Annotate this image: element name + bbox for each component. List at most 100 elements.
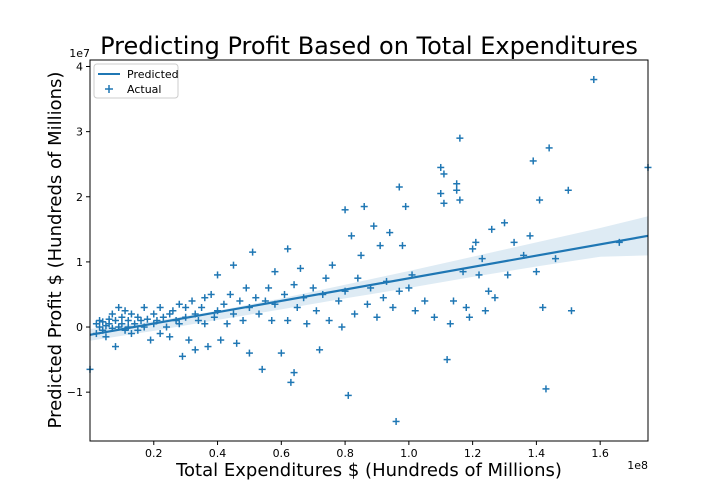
data-point [249,248,257,256]
data-point [127,310,135,318]
data-point [134,326,142,334]
data-point [446,320,454,328]
legend-actual-swatch [105,85,113,93]
x-tick-label: 0.4 [209,447,227,460]
data-point [220,300,228,308]
data-point [96,323,104,331]
data-point [542,385,550,393]
confidence-band [90,216,648,341]
regression-line [89,234,649,336]
x-tick-label: 0.2 [145,447,163,460]
data-point [411,307,419,315]
data-point [277,349,285,357]
data-point [491,294,499,302]
data-point [185,336,193,344]
data-point [328,261,336,269]
data-point [112,343,120,351]
data-point [223,320,231,328]
data-point [316,346,324,354]
data-point [175,320,183,328]
data-point [338,323,346,331]
data-point [159,313,167,321]
data-point [389,303,397,311]
data-point [564,186,572,194]
data-point [335,297,343,305]
data-point [395,183,403,191]
data-point [134,313,142,321]
x-multiplier-label: 1e8 [627,459,648,472]
data-point [590,76,598,84]
data-point [178,352,186,360]
data-point [344,391,352,399]
data-point [143,315,151,323]
data-point [169,307,177,315]
data-point [481,307,489,315]
data-point [485,287,493,295]
data-point [357,251,365,259]
data-point [96,317,104,325]
data-point [376,242,384,250]
data-point [166,333,174,341]
data-point [194,317,202,325]
data-point [402,203,410,211]
data-point [462,303,470,311]
legend: Predicted Actual [93,63,179,99]
data-point [127,330,135,338]
data-point [472,238,480,246]
x-tick-label: 1.4 [528,447,546,460]
data-point [532,268,540,276]
x-tick-label: 1.2 [464,447,482,460]
data-point [265,284,273,292]
data-point [226,290,234,298]
plot-frame [89,59,649,442]
data-point [233,339,241,347]
x-tick-label: 1.6 [591,447,609,460]
data-point [504,271,512,279]
data-point [395,287,403,295]
data-point [217,336,225,344]
y-tick-label: 3 [76,126,83,139]
data-point [510,238,518,246]
data-point [488,225,496,233]
data-point [398,242,406,250]
data-point [236,297,244,305]
data-point [456,196,464,204]
y-axis-label: Predicted Profit $ (Hundreds of Millions… [45,72,66,429]
y-tick-label: 1 [76,256,83,269]
data-point [92,320,100,328]
y-tick-label: 0 [76,321,83,334]
data-point [341,206,349,214]
data-point [204,343,212,351]
data-point [268,317,276,325]
data-point [529,157,537,165]
legend-actual-label: Actual [127,83,161,96]
data-point [303,320,311,328]
data-point [105,315,113,323]
plot-area [86,76,652,425]
data-point [379,294,387,302]
data-point [112,317,120,325]
data-point [258,365,266,373]
data-point [296,264,304,272]
data-point [175,300,183,308]
data-point [182,303,190,311]
data-point [115,303,123,311]
data-point [239,317,247,325]
data-point [539,303,547,311]
data-point [287,378,295,386]
data-point [545,144,553,152]
data-point [284,245,292,253]
x-axis-label: Total Expenditures $ (Hundreds of Millio… [175,460,562,481]
data-point [284,317,292,325]
data-point [191,346,199,354]
data-point [465,313,473,321]
data-point [229,310,237,318]
data-point [198,303,206,311]
data-point [469,245,477,253]
data-point [252,294,260,302]
data-point [405,284,413,292]
data-point [118,320,126,328]
data-point [156,330,164,338]
data-point [147,336,155,344]
